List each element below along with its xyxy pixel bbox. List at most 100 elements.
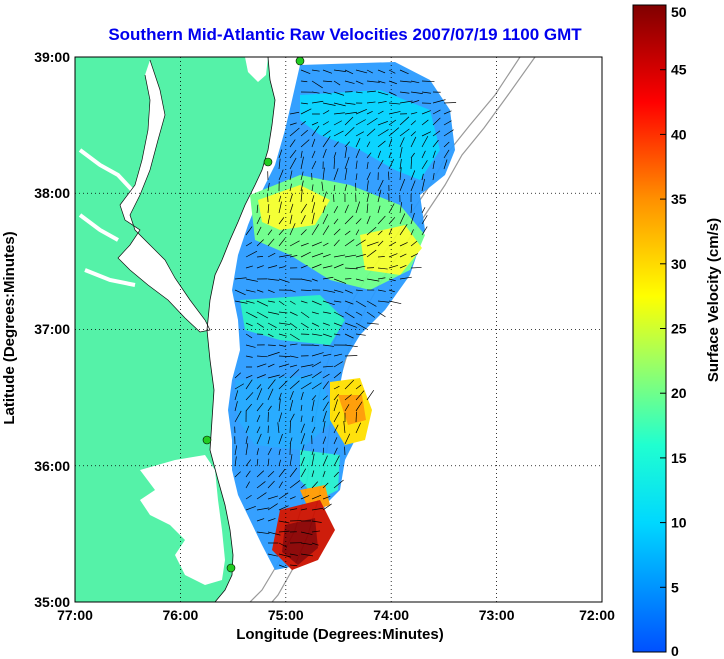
velocity-arrow: [322, 130, 331, 137]
velocity-arrow: [311, 481, 319, 489]
velocity-arrow: [333, 69, 347, 72]
y-tick-label: 37:00: [34, 321, 70, 337]
velocity-arrow: [322, 69, 333, 74]
radar-station: [295, 57, 305, 66]
velocity-arrow: [289, 564, 298, 567]
velocity-arrow: [322, 148, 327, 159]
velocity-arrow: [256, 322, 264, 328]
velocity-arrow: [256, 448, 259, 456]
velocity-arrow: [289, 390, 294, 401]
velocity-arrow: [344, 355, 358, 357]
velocity-arrow: [366, 226, 377, 236]
velocity-arrow: [278, 169, 284, 181]
velocity-arrow: [366, 101, 376, 104]
velocity-arrow: [322, 276, 334, 280]
velocity-arrow: [366, 141, 371, 148]
velocity-arrow: [388, 217, 396, 225]
velocity-arrow: [344, 141, 350, 148]
velocity-arrow: [344, 333, 354, 339]
map-title: Southern Mid-Atlantic Raw Velocities 200…: [108, 25, 582, 44]
x-axis-ticks: 77:00 76:00 75:00 74:00 73:00 72:00: [57, 607, 615, 623]
velocity-arrow: [333, 194, 335, 203]
velocity-arrow: [256, 374, 266, 379]
velocity-arrow: [366, 172, 371, 181]
velocity-arrow: [245, 505, 256, 511]
velocity-arrow: [289, 311, 298, 316]
velocity-arrow: [322, 102, 336, 106]
velocity-arrow: [245, 443, 249, 456]
velocity-arrow: [333, 206, 339, 214]
velocity-arrow: [278, 468, 286, 478]
velocity-arrow: [399, 116, 410, 126]
velocity-arrow: [278, 355, 291, 357]
velocity-arrow: [256, 363, 267, 368]
velocity-arrow: [344, 215, 354, 225]
velocity-arrow: [234, 456, 237, 467]
velocity-arrow: [267, 265, 278, 269]
velocity-arrow: [245, 425, 250, 434]
x-axis-label: Longitude (Degrees:Minutes): [236, 626, 444, 643]
velocity-arrow: [256, 531, 270, 535]
velocity-arrow: [388, 241, 397, 247]
velocity-arrow: [366, 215, 371, 225]
velocity-arrow: [267, 322, 277, 328]
velocity-arrow: [377, 215, 386, 225]
velocity-arrow: [311, 415, 314, 423]
velocity-arrow: [333, 300, 342, 303]
colorbar-tick-label: 5: [671, 579, 679, 595]
velocity-arrow: [355, 390, 365, 401]
y-axis-label: Latitude (Degrees:Minutes): [1, 231, 18, 424]
velocity-arrow: [256, 289, 264, 293]
velocity-arrow: [278, 492, 289, 500]
velocity-arrow: [399, 147, 403, 159]
velocity-arrow: [267, 518, 276, 522]
velocity-arrow: [300, 382, 312, 390]
velocity-arrow: [333, 254, 346, 258]
velocity-arrow: [289, 122, 297, 126]
velocity-arrow: [322, 91, 332, 95]
velocity-arrow: [256, 355, 268, 358]
velocity-arrow: [278, 449, 281, 456]
velocity-arrow: [300, 150, 303, 159]
colorbar-tick-label: 20: [671, 385, 687, 401]
velocity-arrow: [278, 344, 286, 347]
velocity-arrow: [355, 138, 361, 148]
velocity-arrow: [311, 91, 320, 94]
velocity-arrow: [377, 189, 382, 203]
velocity-arrow: [300, 80, 308, 83]
velocity-arrow: [311, 195, 315, 203]
velocity-arrow: [300, 444, 305, 456]
velocity-arrow: [355, 173, 358, 181]
velocity-arrow: [377, 150, 382, 159]
velocity-arrow: [410, 131, 416, 137]
velocity-arrow: [399, 69, 409, 75]
velocity-arrow: [278, 300, 285, 306]
velocity-arrow: [377, 256, 385, 258]
velocity-arrow: [300, 180, 304, 192]
velocity-arrow: [377, 101, 387, 104]
velocity-arrow: [344, 404, 350, 412]
velocity-arrow: [377, 69, 386, 74]
velocity-arrow: [256, 311, 269, 319]
velocity-arrow: [278, 311, 288, 314]
velocity-arrow: [333, 455, 340, 467]
radar-station: [202, 435, 212, 445]
velocity-arrow: [333, 120, 342, 126]
velocity-arrow: [289, 333, 300, 341]
velocity-arrow: [333, 228, 341, 236]
velocity-arrow: [311, 224, 319, 236]
velocity-arrow: [432, 130, 441, 137]
velocity-arrow: [311, 278, 318, 282]
velocity-arrow: [387, 171, 390, 181]
velocity-arrow: [322, 254, 331, 258]
velocity-arrow: [377, 129, 389, 137]
velocity-arrow: [311, 344, 320, 347]
velocity-arrow: [278, 380, 288, 390]
velocity-arrow: [410, 229, 414, 236]
velocity-arrow: [344, 239, 355, 247]
velocity-arrow: [245, 494, 252, 500]
velocity-arrow: [388, 253, 398, 258]
velocity-arrow: [267, 193, 269, 203]
coastline: [206, 57, 276, 602]
velocity-arrow: [300, 364, 314, 368]
